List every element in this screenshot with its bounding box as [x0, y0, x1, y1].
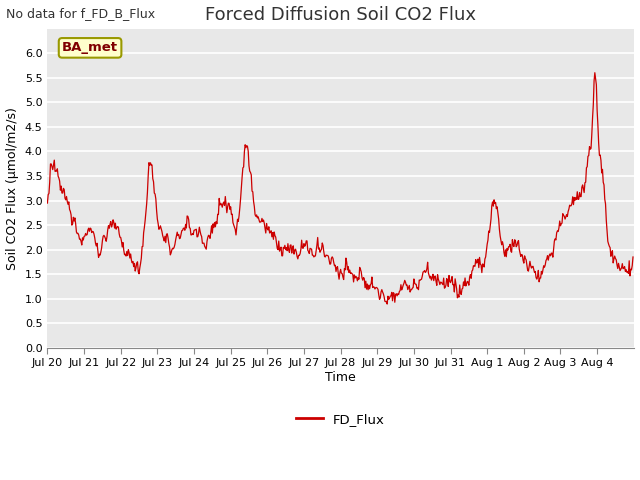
Text: No data for f_FD_B_Flux: No data for f_FD_B_Flux	[6, 7, 156, 20]
Title: Forced Diffusion Soil CO2 Flux: Forced Diffusion Soil CO2 Flux	[205, 6, 476, 24]
Y-axis label: Soil CO2 Flux (μmol/m2/s): Soil CO2 Flux (μmol/m2/s)	[6, 107, 19, 270]
Text: BA_met: BA_met	[62, 41, 118, 54]
X-axis label: Time: Time	[325, 371, 356, 384]
Legend: FD_Flux: FD_Flux	[291, 408, 390, 431]
